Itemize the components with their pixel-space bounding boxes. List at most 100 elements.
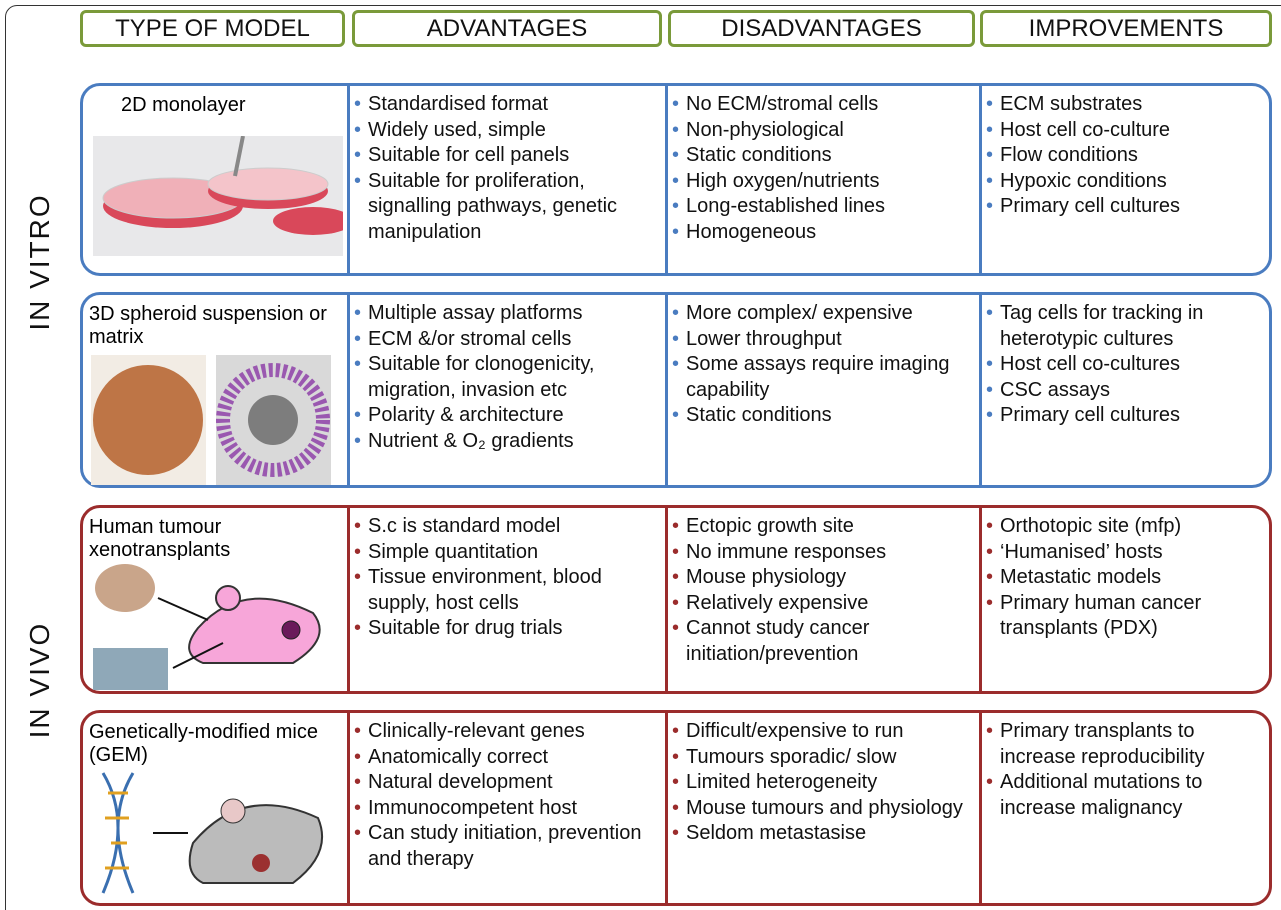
bullet-list: Difficult/expensive to runTumours sporad… xyxy=(672,719,974,847)
cell: Primary transplants to increase reproduc… xyxy=(986,719,1269,821)
column-divider xyxy=(665,86,668,273)
bullet-item: Widely used, simple xyxy=(354,118,660,144)
bullet-item: Long-established lines xyxy=(672,194,974,220)
group-label: IN VITRO xyxy=(24,193,55,331)
model-image xyxy=(91,355,331,490)
bullet-item: Tissue environment, blood supply, host c… xyxy=(354,565,660,616)
column-divider xyxy=(347,508,350,691)
bullet-item: Clinically-relevant genes xyxy=(354,719,660,745)
cell: Multiple assay platformsECM &/or stromal… xyxy=(354,301,660,454)
bullet-item: More complex/ expensive xyxy=(672,301,974,327)
bullet-item: CSC assays xyxy=(986,378,1269,404)
row-box: Genetically-modified mice (GEM) Clinicall… xyxy=(80,710,1272,906)
bullet-item: Flow conditions xyxy=(986,143,1269,169)
bullet-item: Primary human cancer transplants (PDX) xyxy=(986,591,1269,642)
bullet-list: S.c is standard modelSimple quantitation… xyxy=(354,514,660,642)
bullet-item: Metastatic models xyxy=(986,565,1269,591)
cell: Tag cells for tracking in heterotypic cu… xyxy=(986,301,1269,429)
cell: Standardised formatWidely used, simpleSu… xyxy=(354,92,660,245)
bullet-item: Homogeneous xyxy=(672,220,974,246)
column-divider xyxy=(979,295,982,485)
bullet-item: Static conditions xyxy=(672,403,974,429)
bullet-list: Clinically-relevant genesAnatomically co… xyxy=(354,719,660,872)
bullet-item: Primary transplants to increase reproduc… xyxy=(986,719,1269,770)
bullet-item: No immune responses xyxy=(672,540,974,566)
cell: No ECM/stromal cellsNon-physiologicalSta… xyxy=(672,92,974,245)
bullet-item: Relatively expensive xyxy=(672,591,974,617)
bullet-item: Immunocompetent host xyxy=(354,796,660,822)
cell: ECM substratesHost cell co-cultureFlow c… xyxy=(986,92,1269,220)
column-divider xyxy=(665,713,668,903)
bullet-item: Nutrient & O₂ gradients xyxy=(354,429,660,455)
cell: Ectopic growth siteNo immune responsesMo… xyxy=(672,514,974,667)
row-box: Human tumour xenotransplants S.c is stand… xyxy=(80,505,1272,694)
bullet-list: Primary transplants to increase reproduc… xyxy=(986,719,1269,821)
bullet-list: Orthotopic site (mfp)‘Humanised’ hostsMe… xyxy=(986,514,1269,642)
bullet-item: Suitable for clonogenicity, migration, i… xyxy=(354,352,660,403)
column-divider xyxy=(979,508,982,691)
bullet-item: ECM substrates xyxy=(986,92,1269,118)
bullet-item: Mouse physiology xyxy=(672,565,974,591)
cell: Orthotopic site (mfp)‘Humanised’ hostsMe… xyxy=(986,514,1269,642)
row-box: 3D spheroid suspension or matrix Multiple… xyxy=(80,292,1272,488)
column-divider xyxy=(979,86,982,273)
column-divider xyxy=(979,713,982,903)
model-name: Human tumour xenotransplants xyxy=(89,516,231,561)
bullet-item: Can study initiation, prevention and the… xyxy=(354,821,660,872)
bullet-list: Standardised formatWidely used, simpleSu… xyxy=(354,92,660,245)
column-divider xyxy=(347,86,350,273)
bullet-item: Difficult/expensive to run xyxy=(672,719,974,745)
column-divider xyxy=(665,295,668,485)
bullet-item: Natural development xyxy=(354,770,660,796)
column-divider xyxy=(347,713,350,903)
illustration xyxy=(93,564,321,690)
bullet-item: Host cell co-cultures xyxy=(986,352,1269,378)
bullet-item: Multiple assay platforms xyxy=(354,301,660,327)
bullet-item: Static conditions xyxy=(672,143,974,169)
bullet-item: Primary cell cultures xyxy=(986,194,1269,220)
bullet-item: Cannot study cancer initiation/preventio… xyxy=(672,616,974,667)
bullet-list: More complex/ expensiveLower throughputS… xyxy=(672,301,974,429)
group-label: IN VIVO xyxy=(24,621,55,739)
column-header: DISADVANTAGES xyxy=(668,10,975,47)
bullet-item: Tumours sporadic/ slow xyxy=(672,745,974,771)
bullet-list: Tag cells for tracking in heterotypic cu… xyxy=(986,301,1269,429)
model-image xyxy=(93,558,333,698)
model-image xyxy=(93,763,333,903)
bullet-item: Mouse tumours and physiology xyxy=(672,796,974,822)
bullet-item: Anatomically correct xyxy=(354,745,660,771)
bullet-item: Orthotopic site (mfp) xyxy=(986,514,1269,540)
column-divider xyxy=(347,295,350,485)
model-name: 3D spheroid suspension or matrix xyxy=(89,303,327,348)
bullet-item: Suitable for cell panels xyxy=(354,143,660,169)
bullet-list: Ectopic growth siteNo immune responsesMo… xyxy=(672,514,974,667)
model-name: 2D monolayer xyxy=(121,94,246,116)
outer-frame xyxy=(5,5,1281,910)
bullet-item: Suitable for proliferation, signalling p… xyxy=(354,169,660,246)
bullet-item: No ECM/stromal cells xyxy=(672,92,974,118)
bullet-item: Tag cells for tracking in heterotypic cu… xyxy=(986,301,1269,352)
cell: S.c is standard modelSimple quantitation… xyxy=(354,514,660,642)
row-box: 2D monolayer Standardised formatWidely us… xyxy=(80,83,1272,276)
model-name: Genetically-modified mice (GEM) xyxy=(89,721,318,766)
illustration xyxy=(101,772,324,894)
bullet-item: Lower throughput xyxy=(672,327,974,353)
bullet-item: Ectopic growth site xyxy=(672,514,974,540)
model-image xyxy=(93,135,353,261)
bullet-item: Seldom metastasise xyxy=(672,821,974,847)
bullet-item: Some assays require imaging capability xyxy=(672,352,974,403)
cell: Difficult/expensive to runTumours sporad… xyxy=(672,719,974,847)
illustration xyxy=(93,135,353,256)
bullet-list: ECM substratesHost cell co-cultureFlow c… xyxy=(986,92,1269,220)
bullet-item: Hypoxic conditions xyxy=(986,169,1269,195)
bullet-item: Suitable for drug trials xyxy=(354,616,660,642)
illustration xyxy=(91,355,331,485)
bullet-item: Additional mutations to increase maligna… xyxy=(986,770,1269,821)
column-header: ADVANTAGES xyxy=(352,10,662,47)
cell: More complex/ expensiveLower throughputS… xyxy=(672,301,974,429)
bullet-item: Polarity & architecture xyxy=(354,403,660,429)
bullet-item: Simple quantitation xyxy=(354,540,660,566)
cell: Clinically-relevant genesAnatomically co… xyxy=(354,719,660,872)
column-divider xyxy=(665,508,668,691)
